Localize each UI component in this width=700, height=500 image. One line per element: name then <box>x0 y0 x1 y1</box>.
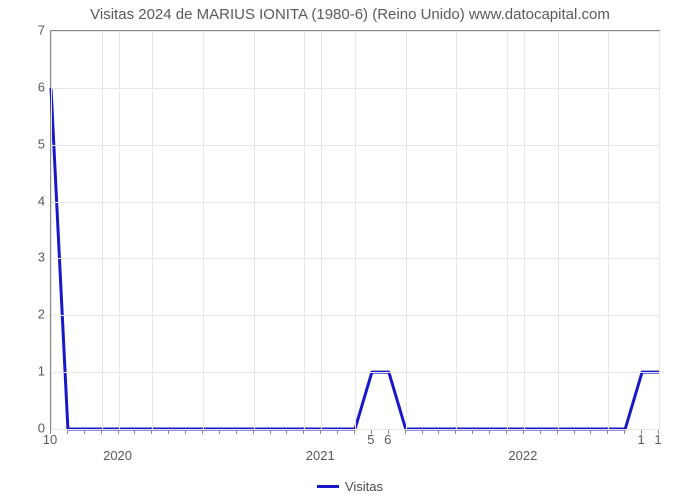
x-minor-tick <box>354 430 355 434</box>
x-minor-tick <box>286 430 287 434</box>
gridline-v-minor <box>102 31 103 429</box>
x-minor-tick <box>236 430 237 434</box>
point-label: 10 <box>43 432 57 447</box>
x-minor-tick <box>590 430 591 434</box>
y-tick-label: 4 <box>5 193 45 208</box>
point-label: 6 <box>384 432 391 447</box>
x-minor-tick <box>422 430 423 434</box>
x-minor-tick <box>337 430 338 434</box>
gridline-v-minor <box>152 31 153 429</box>
x-minor-tick <box>624 430 625 434</box>
gridline-v-minor <box>254 31 255 429</box>
legend-label: Visitas <box>345 479 383 494</box>
x-minor-tick <box>506 430 507 434</box>
x-minor-tick <box>219 430 220 434</box>
x-minor-tick <box>185 430 186 434</box>
x-minor-tick <box>303 430 304 434</box>
x-minor-tick <box>438 430 439 434</box>
gridline-v-minor <box>51 31 52 429</box>
legend: Visitas <box>0 478 700 494</box>
x-minor-tick <box>202 430 203 434</box>
gridline-v-minor <box>608 31 609 429</box>
gridline-v-minor <box>203 31 204 429</box>
gridline-v-minor <box>507 31 508 429</box>
x-tick-label: 2022 <box>508 448 537 463</box>
point-label: 5 <box>367 432 374 447</box>
x-minor-tick <box>489 430 490 434</box>
y-tick-label: 6 <box>5 79 45 94</box>
y-tick-label: 0 <box>5 421 45 436</box>
y-tick-label: 1 <box>5 364 45 379</box>
gridline-v-minor <box>558 31 559 429</box>
y-tick-label: 5 <box>5 136 45 151</box>
x-minor-tick <box>540 430 541 434</box>
x-minor-tick <box>151 430 152 434</box>
legend-swatch <box>317 485 339 488</box>
x-minor-tick <box>574 430 575 434</box>
x-tick-label: 2021 <box>306 448 335 463</box>
point-label: 1 <box>654 432 661 447</box>
chart-title: Visitas 2024 de MARIUS IONITA (1980-6) (… <box>0 6 700 23</box>
y-tick-label: 2 <box>5 307 45 322</box>
gridline-v-minor <box>406 31 407 429</box>
x-minor-tick <box>168 430 169 434</box>
x-minor-tick <box>557 430 558 434</box>
x-tick-label: 2020 <box>103 448 132 463</box>
x-minor-tick <box>472 430 473 434</box>
chart-container: Visitas 2024 de MARIUS IONITA (1980-6) (… <box>0 0 700 500</box>
gridline-v <box>119 31 120 429</box>
gridline-v <box>321 31 322 429</box>
gridline-h <box>51 429 660 430</box>
x-minor-tick <box>84 430 85 434</box>
gridline-v-minor <box>456 31 457 429</box>
x-minor-tick <box>405 430 406 434</box>
gridline-v-minor <box>355 31 356 429</box>
x-minor-tick <box>101 430 102 434</box>
x-minor-tick <box>607 430 608 434</box>
gridline-v <box>524 31 525 429</box>
x-minor-tick <box>134 430 135 434</box>
x-minor-tick <box>118 430 119 434</box>
y-tick-label: 7 <box>5 23 45 38</box>
x-minor-tick <box>67 430 68 434</box>
x-minor-tick <box>270 430 271 434</box>
y-tick-label: 3 <box>5 250 45 265</box>
point-label: 1 <box>637 432 644 447</box>
gridline-v-minor <box>304 31 305 429</box>
x-minor-tick <box>253 430 254 434</box>
plot-area <box>50 30 660 430</box>
x-minor-tick <box>523 430 524 434</box>
gridline-v-minor <box>659 31 660 429</box>
x-minor-tick <box>455 430 456 434</box>
x-minor-tick <box>320 430 321 434</box>
